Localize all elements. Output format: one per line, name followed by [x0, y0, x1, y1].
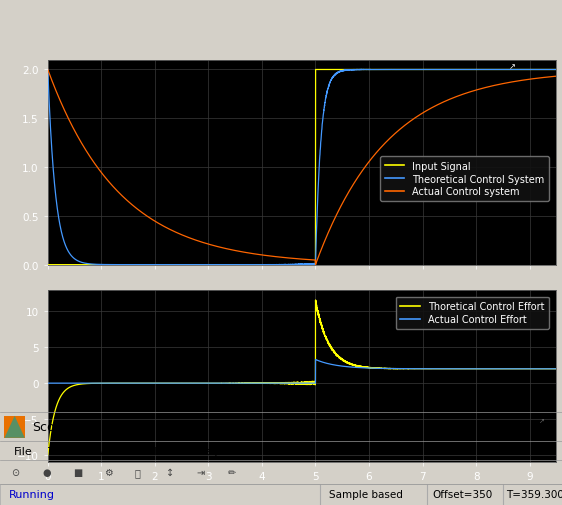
Text: ↕: ↕ [166, 467, 174, 477]
Text: Sample based: Sample based [329, 489, 402, 499]
Text: T=359.300: T=359.300 [506, 489, 562, 499]
Text: □: □ [506, 422, 516, 432]
Legend: Thoretical Control Effort, Actual Control Effort: Thoretical Control Effort, Actual Contro… [396, 297, 549, 330]
Text: Scope: Scope [33, 421, 71, 433]
Text: ●: ● [42, 467, 51, 477]
Text: ✏: ✏ [228, 467, 235, 477]
Text: ✕: ✕ [538, 422, 547, 432]
Legend: Input Signal, Theoretical Control System, Actual Control system: Input Signal, Theoretical Control System… [380, 157, 549, 202]
Polygon shape [4, 416, 25, 438]
Text: Simulation: Simulation [126, 446, 186, 456]
Text: ⚙: ⚙ [104, 467, 113, 477]
Text: ⇥: ⇥ [197, 467, 205, 477]
Text: Tools: Tools [48, 446, 75, 456]
Text: ⊙: ⊙ [11, 467, 19, 477]
Text: ↗: ↗ [509, 62, 516, 71]
Text: File: File [14, 446, 33, 456]
Text: ↗: ↗ [540, 417, 545, 423]
Text: Help: Help [197, 446, 222, 456]
Bar [4, 416, 25, 438]
Text: ─: ─ [477, 422, 484, 432]
Text: View: View [81, 446, 108, 456]
Text: Running: Running [8, 489, 55, 499]
Text: ■: ■ [73, 467, 82, 477]
Text: Offset=350: Offset=350 [433, 489, 493, 499]
Text: 🔍: 🔍 [135, 467, 140, 477]
